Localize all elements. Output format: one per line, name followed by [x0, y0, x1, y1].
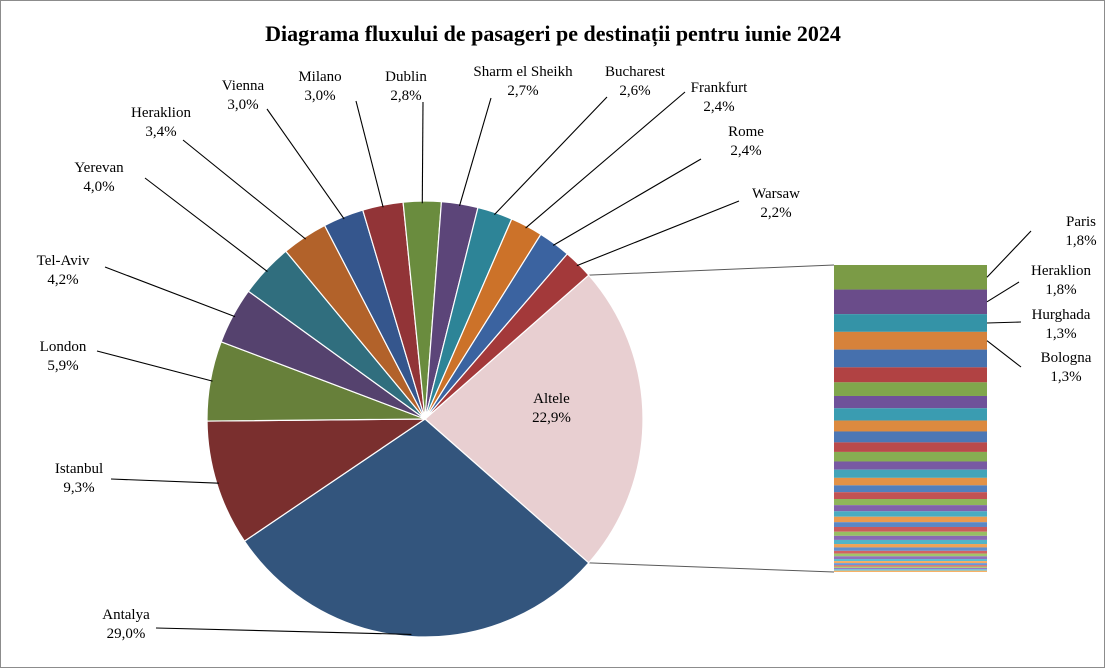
leader-line-bar-heraklion [986, 281, 1020, 303]
bar-segment-item-32 [834, 556, 987, 560]
data-label-london: London 5,9% [40, 339, 87, 374]
connector-line-bottom [588, 562, 835, 573]
data-label-warsaw: Warsaw 2,2% [752, 186, 800, 221]
bar-segment-heraklion [834, 289, 987, 315]
bar-segment-item-26 [834, 535, 987, 540]
data-label-altele: Altele 22,9% [532, 391, 571, 426]
bar-segment-item-28 [834, 544, 987, 548]
bar-segment-item-30 [834, 550, 987, 554]
bar-segment-hurghada [834, 314, 987, 332]
bar-segment-item-20 [834, 505, 987, 512]
leader-line-istanbul [110, 478, 219, 484]
connector-line-top [588, 264, 835, 276]
data-label-sharm-el-sheikh: Sharm el Sheikh 2,7% [473, 64, 573, 99]
data-label-heraklion: Heraklion 3,4% [131, 105, 191, 140]
bar-segment-item-8 [834, 395, 987, 409]
data-label-milano: Milano 3,0% [298, 69, 341, 104]
leader-line-bucharest [494, 96, 608, 216]
pie-slice-warsaw [424, 253, 590, 420]
data-label-bar-bologna: Bologna 1,3% [1041, 350, 1092, 385]
leader-line-antalya [155, 627, 412, 635]
data-label-dublin: Dublin 2,8% [385, 69, 427, 104]
bar-segment-item-29 [834, 547, 987, 551]
chart-title: Diagrama fluxului de pasageri pe destina… [265, 21, 841, 47]
leader-line-frankfurt [525, 91, 686, 229]
data-label-bar-paris: Paris 1,8% [1065, 214, 1096, 249]
leader-line-dublin [421, 101, 424, 204]
leader-line-tel-aviv [104, 266, 236, 318]
bar-segment-item-14 [834, 461, 987, 470]
bar-segment-item-16 [834, 477, 987, 486]
bar-segment-item-12 [834, 442, 987, 452]
leader-line-bar-bologna [986, 340, 1022, 368]
leader-lines [96, 91, 1032, 635]
data-labels: Altele 22,9% Antalya 29,0% Istanbul 9,3% Londo… [37, 64, 1097, 642]
leader-line-vienna [266, 108, 345, 220]
leader-line-bar-hurghada [986, 321, 1022, 324]
bar-segment-item-24 [834, 526, 987, 532]
bar-segment-item-25 [834, 531, 987, 536]
bar-segment-item-36 [834, 565, 987, 567]
pie-slices [206, 200, 644, 638]
data-label-bar-heraklion: Heraklion 1,8% [1031, 263, 1091, 298]
data-label-antalya: Antalya 29,0% [102, 607, 150, 642]
bar-segment-item-23 [834, 522, 987, 527]
bar-segment-item-27 [834, 539, 987, 545]
bar-segment-item-40 [834, 570, 987, 572]
bar-segment-item-13 [834, 451, 987, 462]
bar-segment-item-18 [834, 492, 987, 499]
data-label-yerevan: Yerevan 4,0% [74, 160, 124, 195]
data-label-bar-hurghada: Hurghada 1,3% [1032, 307, 1091, 342]
bar-segment-item-38 [834, 567, 987, 570]
data-label-rome: Rome 2,4% [728, 124, 764, 159]
leader-line-yerevan [144, 177, 268, 272]
bar-stack [834, 265, 987, 572]
bar-segment-item-7 [834, 382, 987, 396]
bar-segment-item-19 [834, 499, 987, 506]
bar-segment-item-6 [834, 367, 987, 383]
data-label-frankfurt: Frankfurt 2,4% [691, 80, 748, 115]
bar-segment-item-21 [834, 511, 987, 517]
bar-segment-item-17 [834, 485, 987, 493]
leader-line-milano [355, 100, 384, 208]
bar-segment-item-31 [834, 553, 987, 557]
bar-segment-item-33 [834, 559, 987, 562]
leader-line-london [96, 350, 213, 382]
data-label-istanbul: Istanbul 9,3% [55, 461, 103, 496]
leader-line-heraklion [182, 139, 307, 240]
bar-segment-item-5 [834, 349, 987, 368]
bar-segment-item-11 [834, 431, 987, 443]
bar-segment-item-37 [834, 566, 987, 568]
leader-line-warsaw [576, 200, 740, 267]
bar-segment-item-39 [834, 569, 987, 571]
pie-slice-antalya [243, 418, 590, 638]
data-label-tel-aviv: Tel-Aviv 4,2% [37, 253, 90, 288]
leader-line-rome [552, 158, 702, 246]
bar-segment-paris [834, 265, 987, 290]
pie-slice-altele [424, 274, 644, 564]
bar-segment-bologna [834, 331, 987, 350]
pie-slice-istanbul [206, 418, 427, 543]
leader-line-bar-paris [986, 230, 1032, 278]
bar-segment-item-34 [834, 561, 987, 564]
leader-line-sharm-el-sheikh [458, 97, 492, 207]
bar-segment-item-35 [834, 563, 987, 566]
bar-segment-item-22 [834, 516, 987, 523]
bar-segment-item-9 [834, 408, 987, 421]
data-label-vienna: Vienna 3,0% [222, 78, 265, 113]
bar-segment-item-10 [834, 420, 987, 432]
data-label-bucharest: Bucharest 2,6% [605, 64, 666, 99]
bar-segment-item-15 [834, 469, 987, 478]
connector-lines [588, 264, 835, 573]
